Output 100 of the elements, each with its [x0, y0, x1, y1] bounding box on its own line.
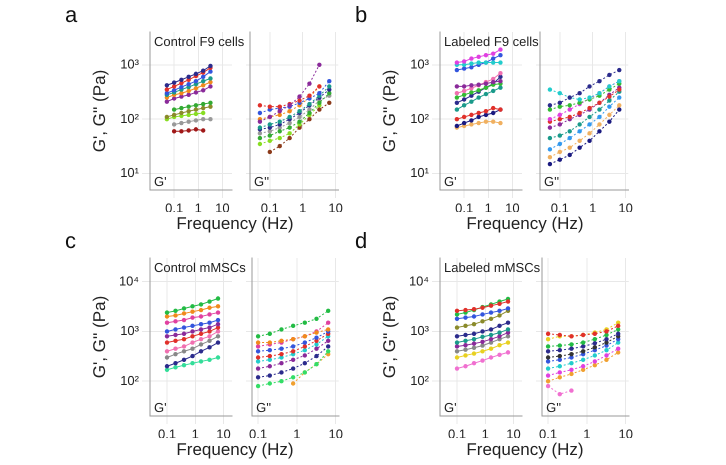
point — [463, 353, 468, 358]
point — [172, 129, 176, 134]
point — [616, 324, 620, 328]
point — [278, 136, 282, 140]
point — [326, 344, 330, 349]
y-axis-title: G', G'' (Pa) — [380, 70, 399, 152]
point — [327, 84, 332, 89]
point — [616, 350, 620, 355]
point — [568, 129, 572, 134]
x-tick-label: 1 — [583, 426, 591, 442]
point — [182, 311, 186, 316]
point — [558, 343, 562, 348]
point — [198, 359, 204, 364]
point — [469, 61, 474, 66]
point — [302, 320, 308, 325]
point — [208, 100, 213, 106]
point — [569, 372, 574, 376]
point — [256, 344, 260, 349]
point — [454, 68, 460, 72]
point — [454, 349, 460, 354]
point — [506, 320, 510, 325]
x-tick-label: 1 — [194, 200, 202, 216]
point — [287, 114, 292, 120]
x-tick-label: 1 — [484, 200, 492, 216]
point — [164, 364, 170, 368]
point — [546, 373, 550, 378]
point — [577, 91, 582, 96]
point — [182, 318, 186, 322]
point — [164, 355, 170, 360]
point — [462, 120, 466, 126]
point — [498, 120, 503, 126]
point — [498, 71, 503, 76]
point — [558, 364, 562, 368]
point — [577, 145, 582, 150]
point — [190, 315, 195, 320]
point — [207, 345, 212, 350]
y-tick-label: 10³ — [120, 56, 140, 72]
point — [327, 78, 332, 84]
point — [290, 366, 296, 371]
point — [179, 110, 184, 116]
point — [558, 104, 562, 109]
point — [569, 368, 574, 372]
point — [462, 84, 466, 89]
point — [480, 329, 485, 334]
point — [164, 99, 170, 104]
point — [462, 59, 466, 64]
chart-title: Control F9 cells — [154, 34, 244, 49]
point — [268, 348, 272, 352]
point — [198, 336, 204, 342]
point — [186, 82, 191, 86]
point — [558, 100, 562, 106]
point — [164, 329, 170, 334]
point — [200, 83, 206, 88]
point — [182, 306, 186, 311]
point — [268, 332, 272, 336]
point — [454, 107, 460, 112]
point — [546, 359, 550, 364]
point — [194, 86, 198, 90]
point — [290, 358, 296, 362]
x-axis-title: Frequency (Hz) — [465, 440, 585, 460]
point — [287, 120, 292, 126]
point — [194, 107, 198, 112]
point — [268, 358, 272, 362]
point — [302, 340, 308, 345]
point — [558, 150, 562, 154]
point — [200, 116, 206, 122]
point — [604, 358, 609, 362]
point — [256, 340, 260, 345]
point — [469, 56, 474, 61]
point — [506, 340, 510, 345]
point — [490, 106, 496, 110]
point — [200, 110, 206, 116]
point — [480, 358, 485, 363]
point — [182, 325, 186, 330]
point — [546, 344, 550, 349]
point — [577, 122, 582, 127]
point — [268, 364, 272, 368]
point — [258, 142, 262, 146]
x-tick-label: 1 — [589, 200, 596, 216]
point — [287, 125, 292, 130]
point — [616, 332, 620, 336]
point — [179, 84, 184, 90]
point — [480, 340, 485, 344]
point — [488, 316, 494, 321]
point — [454, 116, 460, 122]
point — [190, 354, 195, 358]
point — [472, 336, 476, 342]
point — [268, 138, 272, 144]
point — [326, 349, 330, 354]
point — [463, 348, 468, 352]
point — [546, 332, 550, 336]
point — [198, 327, 204, 332]
point — [497, 352, 502, 357]
point — [182, 349, 186, 354]
point — [497, 343, 502, 348]
point — [488, 332, 494, 338]
point — [179, 129, 184, 134]
y-axis-title: G', G'' (Pa) — [90, 296, 109, 378]
point — [173, 308, 178, 314]
point — [172, 88, 176, 92]
